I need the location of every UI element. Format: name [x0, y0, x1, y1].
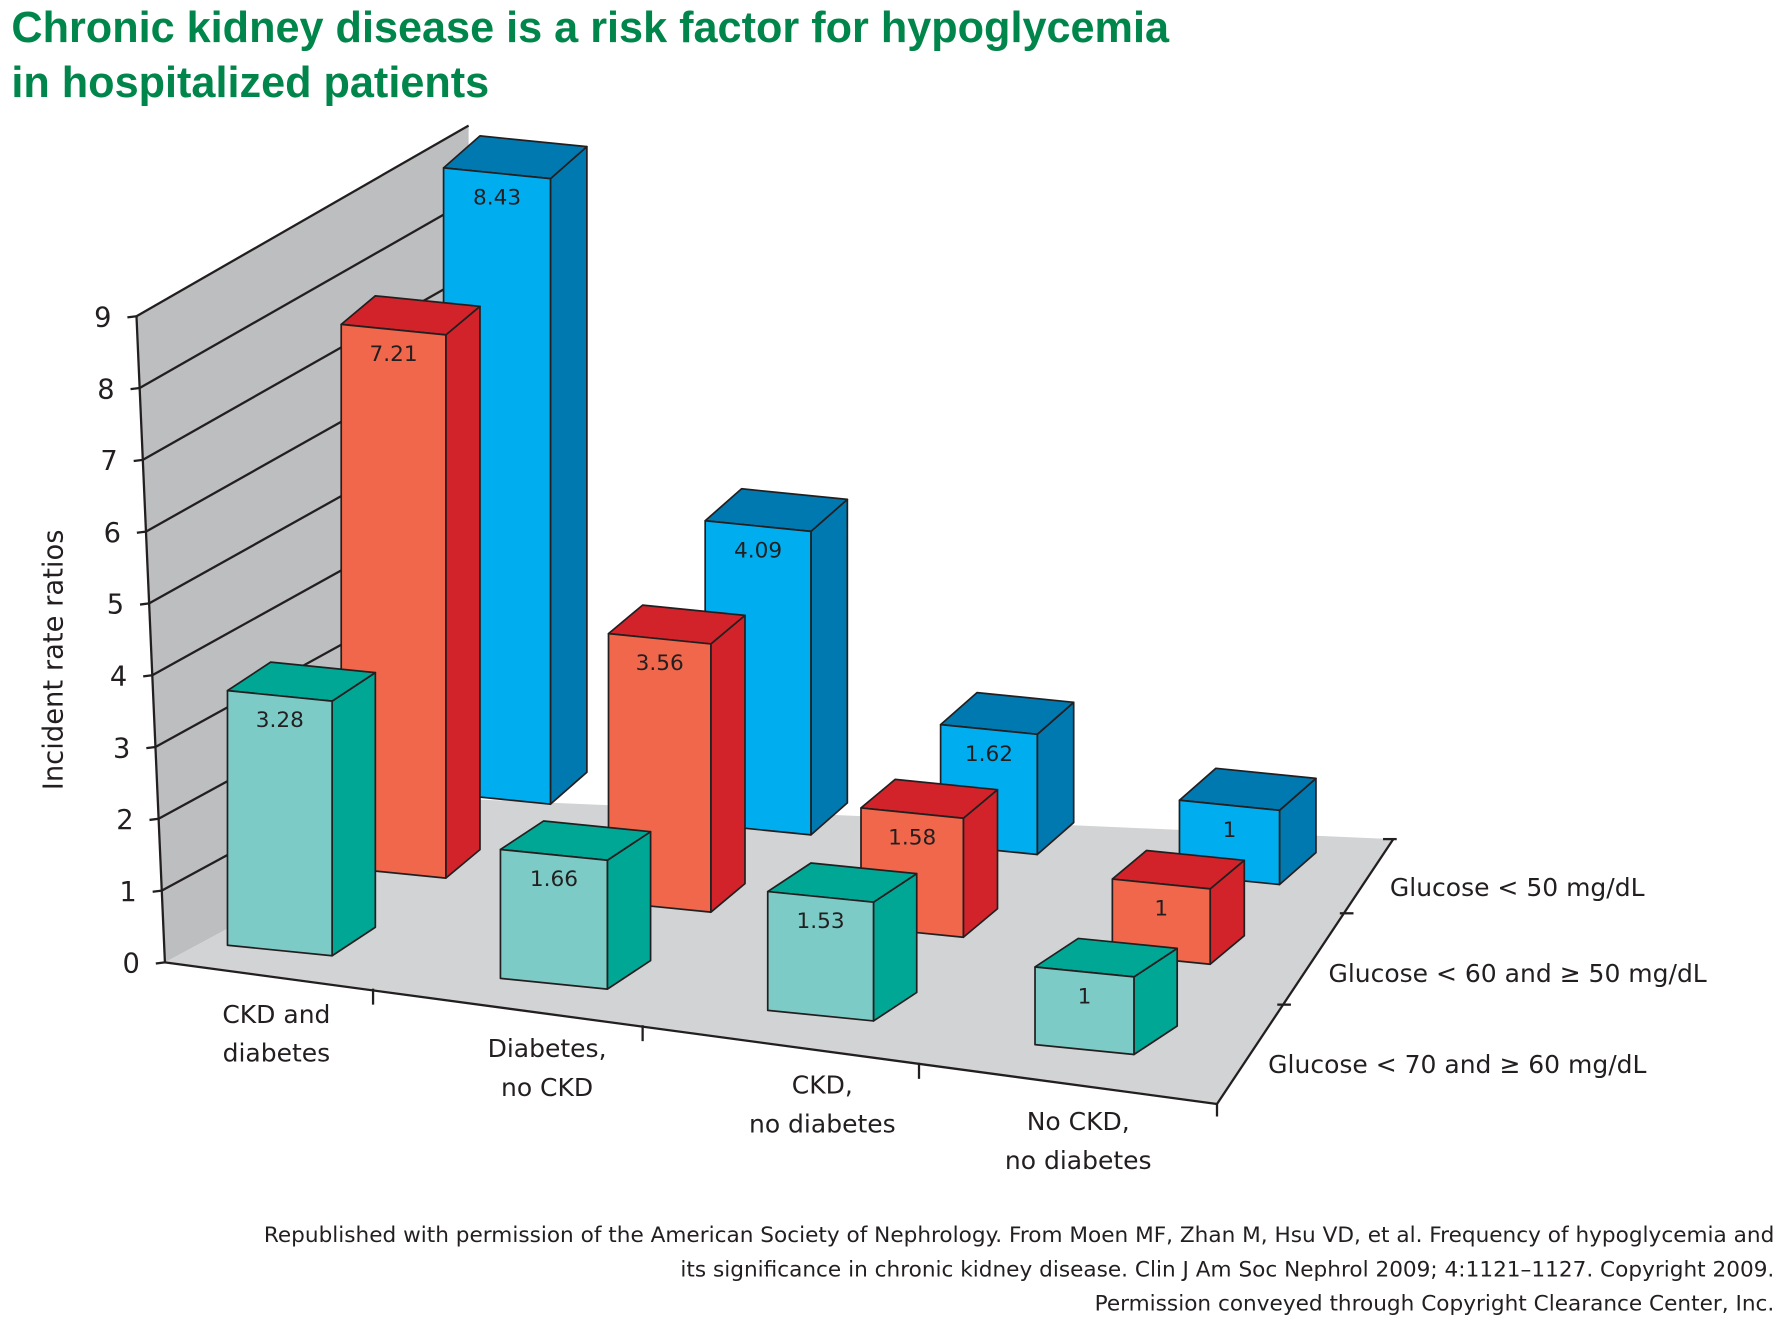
bar-side [810, 498, 849, 836]
y-tick [143, 674, 153, 678]
y-tick [152, 889, 162, 893]
footer-line-1: Republished with permission of the Ameri… [264, 1223, 1774, 1248]
y-axis-label: Incident rate ratios [39, 529, 70, 790]
bar-front [499, 848, 609, 990]
y-tick [149, 817, 159, 822]
bar-value-label: 1 [1223, 818, 1237, 843]
y-tick-label: 7 [100, 446, 117, 477]
bar-side [331, 671, 377, 957]
y-tick [130, 386, 140, 391]
bar: 1 [1111, 849, 1246, 966]
y-tick [133, 458, 143, 463]
bar-front [766, 890, 875, 1022]
y-tick [146, 745, 156, 750]
bar-value-label: 1 [1078, 984, 1092, 1009]
y-tick [136, 530, 147, 534]
y-tick-label: 8 [97, 374, 114, 405]
x-category-label: diabetes [223, 1039, 331, 1068]
x-category-label: CKD and [222, 1000, 330, 1029]
bar-side [549, 145, 588, 806]
bar-front [1111, 878, 1212, 966]
bar-front [1034, 966, 1135, 1056]
bar-value-label: 1 [1154, 897, 1168, 922]
bar-value-label: 3.56 [636, 651, 684, 676]
y-tick [155, 961, 166, 965]
x-category-label: no CKD [501, 1073, 593, 1102]
y-tick-label: 5 [107, 590, 124, 621]
series-label: Glucose < 70 and ≥ 60 mg/dL [1268, 1050, 1646, 1079]
bar-value-label: 1.58 [888, 825, 936, 850]
bar-value-label: 3.28 [256, 708, 304, 733]
series-label: Glucose < 50 mg/dL [1390, 873, 1645, 902]
bar-value-label: 4.09 [734, 538, 782, 563]
y-tick-label: 0 [123, 949, 140, 980]
bar: 1 [1034, 937, 1179, 1056]
footer-line-2: its significance in chronic kidney disea… [680, 1257, 1774, 1282]
x-category-label: Diabetes, [488, 1034, 607, 1063]
y-tick-label: 4 [110, 661, 127, 692]
y-tick-label: 9 [94, 302, 111, 333]
y-tick-label: 3 [113, 733, 130, 764]
bar-value-label: 8.43 [473, 185, 521, 210]
bar-side [444, 305, 481, 879]
bar: 1.53 [766, 862, 918, 1022]
y-tick-label: 1 [119, 877, 136, 908]
x-category-label: CKD, [792, 1071, 853, 1100]
gridline [139, 199, 470, 390]
y-tick [127, 315, 137, 319]
chart-title-line-2: in hospitalized patients [11, 59, 489, 107]
bar-value-label: 1.53 [797, 909, 845, 934]
bar: 1.66 [499, 820, 652, 990]
footer-line-3: Permission conveyed through Copyright Cl… [1095, 1292, 1775, 1317]
bar-value-label: 7.21 [369, 342, 417, 367]
y-tick-label: 6 [104, 518, 121, 549]
x-axis [164, 961, 1218, 1106]
x-category-label: no diabetes [749, 1109, 896, 1138]
bar: 3.28 [226, 661, 377, 957]
series-label: Glucose < 60 and ≥ 50 mg/dL [1328, 959, 1706, 988]
depth-axis [1216, 838, 1395, 1105]
bar-front [226, 689, 333, 957]
y-tick-label: 2 [116, 805, 133, 836]
bar-value-label: 1.62 [965, 742, 1013, 767]
bar-value-label: 1.66 [530, 867, 578, 892]
y-axis [135, 316, 167, 963]
x-category-label: no diabetes [1005, 1146, 1152, 1175]
gridline [135, 124, 470, 318]
y-tick [139, 602, 150, 606]
x-category-label: No CKD, [1027, 1107, 1130, 1136]
bar-side [710, 614, 746, 914]
chart-title-line-1: Chronic kidney disease is a risk factor … [11, 4, 1170, 52]
